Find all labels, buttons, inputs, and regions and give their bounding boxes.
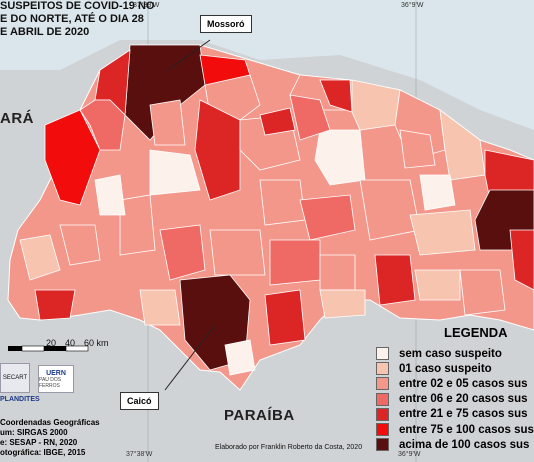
secart-logo: SECART (0, 363, 30, 393)
municipality (289, 94, 331, 141)
legend-item: sem caso suspeito (376, 347, 502, 360)
legend-label: acima de 100 casos sus (399, 438, 530, 451)
municipality (209, 229, 266, 276)
legend-item: acima de 100 casos sus (376, 438, 530, 452)
municipality (159, 224, 206, 281)
legend-item: entre 02 e 05 casos sus (376, 377, 528, 391)
municipality (419, 174, 456, 211)
municipality (351, 79, 401, 131)
legend-swatch (376, 423, 389, 436)
municipality (374, 254, 416, 306)
legend-item: entre 75 e 100 casos sus (376, 423, 534, 436)
callout-mossoro: Mossoró (200, 15, 252, 33)
municipality (399, 129, 436, 169)
title-line-3: E ABRIL DE 2020 (0, 26, 90, 38)
legend-title: LEGENDA (444, 325, 508, 340)
legend-swatch (376, 407, 389, 421)
municipality (299, 194, 356, 241)
callout-caico: Caicó (120, 392, 159, 410)
scale-tick-40: 40 (65, 338, 76, 348)
municipality (409, 209, 476, 256)
legend-label: entre 02 e 05 casos sus (399, 377, 528, 390)
legend-label: entre 06 e 20 casos sus (399, 393, 528, 406)
footer-line-4: otográfica: IBGE, 2015 (0, 448, 86, 457)
legend-label: entre 21 e 75 casos sus (399, 408, 528, 421)
municipality (44, 109, 101, 206)
legend-label: 01 caso suspeito (399, 362, 492, 375)
municipality (259, 107, 296, 136)
legend-label: sem caso suspeito (399, 347, 502, 360)
state-label-paraiba: PARAÍBA (224, 407, 295, 424)
title-line-2: E DO NORTE, ATÉ O DIA 28 (0, 13, 144, 25)
scale-tick-60: 60 km (84, 338, 109, 348)
municipality (359, 179, 421, 241)
coord-bottom-left: 37°38'W (126, 451, 153, 458)
municipality (149, 99, 186, 146)
scale-bar-graphic (8, 345, 89, 352)
coord-top-left: 37°38'W (133, 2, 160, 9)
legend-label: entre 75 e 100 casos sus (399, 423, 534, 436)
municipality (509, 229, 534, 291)
municipality (319, 289, 366, 319)
map-credit: Elaborado por Franklin Roberto da Costa,… (215, 444, 363, 451)
footer-line-3: e: SESAP - RN, 2020 (0, 438, 78, 447)
title-line-1: SUSPEITOS DE COVID-19 NO (0, 0, 155, 12)
uern-logo-subtext: PAU DOS FERROS (39, 376, 62, 389)
legend-item: entre 21 e 75 casos sus (376, 407, 528, 421)
municipality (194, 99, 241, 201)
legend-swatch (376, 377, 389, 391)
municipality (34, 289, 76, 321)
municipality (269, 239, 321, 286)
legend-item: entre 06 e 20 casos sus (376, 392, 528, 406)
municipality (149, 149, 201, 196)
municipality (259, 179, 306, 226)
municipality (459, 269, 506, 316)
legend-swatch (376, 392, 389, 406)
municipality (264, 289, 306, 346)
secart-logo-text: SECART (2, 375, 28, 381)
plandites-logo: PLANDITES (0, 396, 40, 403)
municipalities (19, 44, 534, 376)
legend-item: 01 caso suspeito (376, 362, 492, 376)
municipality (59, 224, 101, 266)
legend-swatch (376, 347, 389, 360)
legend-swatch (376, 438, 389, 452)
municipality (439, 109, 486, 181)
coord-bottom-right: 36°9'W (398, 451, 421, 458)
municipality (414, 269, 461, 301)
municipality (139, 289, 181, 326)
municipality (319, 254, 356, 291)
footer-line-2: um: SIRGAS 2000 (0, 428, 68, 437)
uern-logo-text: UERN (46, 369, 66, 377)
footer-line-1: Coordenadas Geográficas (0, 418, 100, 427)
municipality (79, 99, 126, 151)
scale-tick-20: 20 (46, 338, 57, 348)
municipality (94, 174, 126, 216)
caico-leader (164, 324, 216, 391)
state-label-ceara: ARÁ (0, 110, 34, 127)
municipality (224, 339, 256, 376)
municipality (19, 234, 61, 281)
coord-top-right: 36°9'W (401, 2, 424, 9)
uern-logo: UERN PAU DOS FERROS (38, 365, 74, 393)
mossoro-leader (167, 39, 211, 71)
map-title: SUSPEITOS DE COVID-19 NO E DO NORTE, ATÉ… (0, 0, 154, 39)
municipality (119, 194, 156, 256)
municipality (314, 129, 366, 186)
legend-swatch (376, 362, 389, 376)
